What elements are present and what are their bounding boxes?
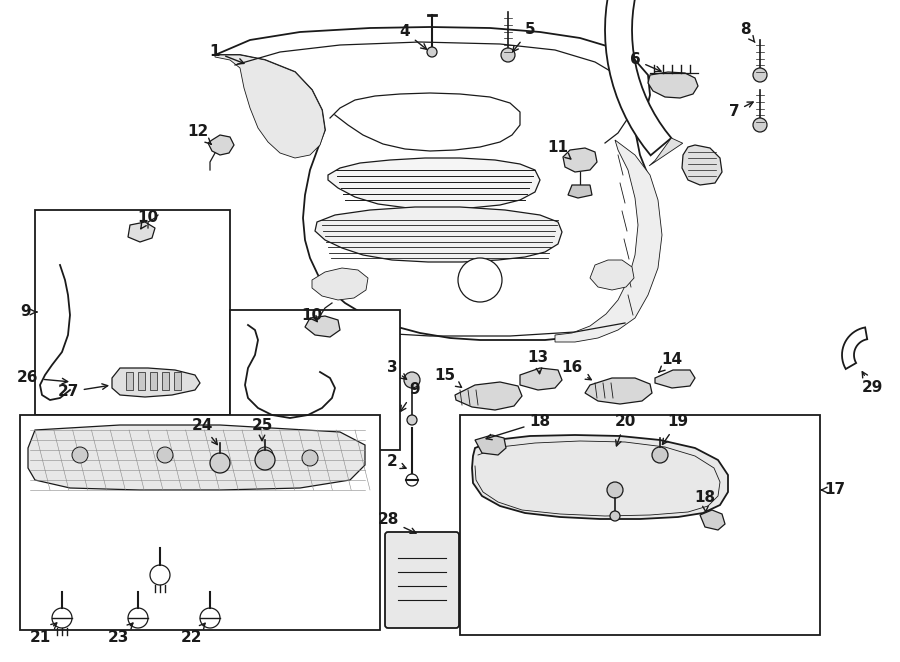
Text: 10: 10 <box>302 308 322 322</box>
Polygon shape <box>305 316 340 337</box>
Bar <box>174 372 181 390</box>
FancyBboxPatch shape <box>385 532 459 628</box>
Bar <box>150 372 157 390</box>
Polygon shape <box>649 138 683 166</box>
Text: 22: 22 <box>181 623 205 645</box>
Bar <box>35 210 230 415</box>
Circle shape <box>458 258 502 302</box>
Text: 13: 13 <box>527 350 549 373</box>
Polygon shape <box>585 378 652 404</box>
Text: 1: 1 <box>210 44 244 64</box>
Bar <box>230 310 400 450</box>
Polygon shape <box>215 27 660 340</box>
Polygon shape <box>208 135 234 155</box>
Polygon shape <box>555 140 662 342</box>
Polygon shape <box>700 510 725 530</box>
Text: 18: 18 <box>695 491 716 512</box>
Bar <box>20 415 380 630</box>
Text: 15: 15 <box>435 367 462 387</box>
Text: 11: 11 <box>547 140 571 159</box>
Circle shape <box>501 48 515 62</box>
Text: 26: 26 <box>17 371 67 385</box>
Bar <box>126 372 133 390</box>
Polygon shape <box>475 435 506 455</box>
Text: 9: 9 <box>400 383 420 411</box>
Polygon shape <box>590 260 634 290</box>
Polygon shape <box>655 370 695 388</box>
Text: 18: 18 <box>486 414 551 440</box>
Polygon shape <box>455 382 522 410</box>
Circle shape <box>210 453 230 473</box>
Text: 23: 23 <box>107 623 133 645</box>
Polygon shape <box>315 207 562 262</box>
Circle shape <box>157 447 173 463</box>
Bar <box>138 372 145 390</box>
Text: 2: 2 <box>387 455 406 469</box>
Text: 3: 3 <box>387 361 407 379</box>
Polygon shape <box>842 328 868 369</box>
Text: 4: 4 <box>400 24 427 49</box>
Circle shape <box>753 118 767 132</box>
Circle shape <box>302 450 318 466</box>
Circle shape <box>150 565 170 585</box>
Text: 19: 19 <box>662 414 688 444</box>
Text: 14: 14 <box>659 352 682 372</box>
Text: 20: 20 <box>615 414 635 446</box>
Polygon shape <box>328 158 540 209</box>
Circle shape <box>610 511 620 521</box>
Circle shape <box>753 68 767 82</box>
Text: 27: 27 <box>58 384 108 399</box>
Polygon shape <box>648 72 698 98</box>
Circle shape <box>607 482 623 498</box>
Circle shape <box>427 47 437 57</box>
Polygon shape <box>472 435 728 519</box>
Circle shape <box>406 474 418 486</box>
Circle shape <box>72 447 88 463</box>
Bar <box>162 372 169 390</box>
Circle shape <box>652 447 668 463</box>
Bar <box>460 415 820 635</box>
Polygon shape <box>128 222 155 242</box>
Text: 9: 9 <box>21 305 37 320</box>
Circle shape <box>407 415 417 425</box>
Text: 6: 6 <box>630 52 661 71</box>
Text: 24: 24 <box>192 418 217 445</box>
Circle shape <box>52 608 72 628</box>
Polygon shape <box>28 425 365 490</box>
Circle shape <box>404 372 420 388</box>
Polygon shape <box>568 185 592 198</box>
Text: 29: 29 <box>861 372 883 395</box>
Polygon shape <box>682 145 722 185</box>
Polygon shape <box>112 368 200 397</box>
Text: 5: 5 <box>513 23 536 52</box>
Text: 28: 28 <box>377 512 416 534</box>
Text: 21: 21 <box>30 623 57 645</box>
Text: 7: 7 <box>729 102 753 120</box>
Text: 17: 17 <box>821 483 846 498</box>
Polygon shape <box>563 148 597 172</box>
Text: 10: 10 <box>138 211 158 229</box>
Text: 12: 12 <box>187 124 212 144</box>
Circle shape <box>200 608 220 628</box>
Polygon shape <box>605 0 800 156</box>
Polygon shape <box>520 368 562 390</box>
Circle shape <box>257 447 273 463</box>
Circle shape <box>255 450 275 470</box>
Polygon shape <box>215 55 325 158</box>
Polygon shape <box>312 268 368 300</box>
Circle shape <box>128 608 148 628</box>
Text: 16: 16 <box>562 361 591 380</box>
Text: 25: 25 <box>251 418 273 441</box>
Text: 8: 8 <box>740 23 755 42</box>
